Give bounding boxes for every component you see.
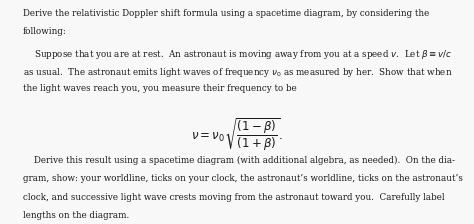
Text: Suppose that you are at rest.  An astronaut is moving away from you at a speed $: Suppose that you are at rest. An astrona…	[23, 47, 452, 60]
Text: clock, and successive light wave crests moving from the astronaut toward you.  C: clock, and successive light wave crests …	[23, 192, 445, 202]
Text: the light waves reach you, you measure their frequency to be: the light waves reach you, you measure t…	[23, 84, 297, 93]
Text: Derive this result using a spacetime diagram (with additional algebra, as needed: Derive this result using a spacetime dia…	[23, 156, 455, 165]
Text: gram, show: your worldline, ticks on your clock, the astronaut’s worldline, tick: gram, show: your worldline, ticks on you…	[23, 174, 463, 183]
Text: Derive the relativistic Doppler shift formula using a spacetime diagram, by cons: Derive the relativistic Doppler shift fo…	[23, 9, 429, 18]
Text: following:: following:	[23, 27, 67, 36]
Text: as usual.  The astronaut emits light waves of frequency $\nu_0$ as measured by h: as usual. The astronaut emits light wave…	[23, 66, 452, 79]
Text: $\nu = \nu_0\sqrt{\dfrac{(1-\beta)}{(1+\beta)}}.$: $\nu = \nu_0\sqrt{\dfrac{(1-\beta)}{(1+\…	[191, 116, 283, 153]
Text: lengths on the diagram.: lengths on the diagram.	[23, 211, 129, 220]
